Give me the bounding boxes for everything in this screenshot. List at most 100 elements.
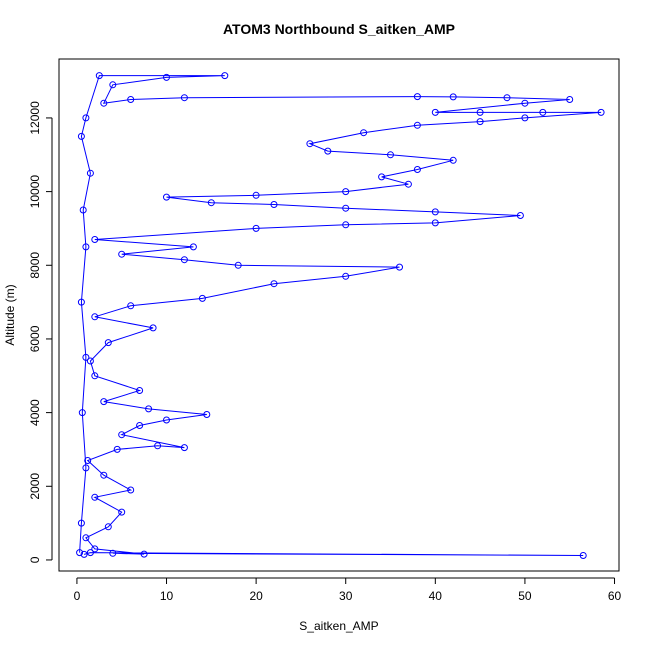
data-point	[163, 193, 170, 201]
data-point	[91, 372, 99, 380]
data-point	[198, 294, 206, 302]
data-point	[234, 261, 242, 269]
x-tick-label: 10	[160, 589, 174, 603]
data-point	[521, 99, 529, 107]
data-point	[86, 549, 94, 557]
data-point	[95, 72, 103, 80]
data-point	[180, 444, 188, 452]
data-point	[77, 519, 85, 527]
data-point	[413, 93, 421, 101]
data-point	[342, 204, 350, 212]
data-point	[154, 442, 162, 450]
plot-frame	[58, 58, 620, 572]
data-point	[180, 256, 188, 264]
series-line	[79, 75, 602, 556]
data-point	[82, 353, 90, 361]
data-point	[404, 180, 412, 188]
y-tick-label: 10000	[28, 175, 42, 209]
data-point	[127, 302, 135, 310]
data-point	[82, 464, 90, 472]
data-point	[597, 108, 605, 116]
data-point	[91, 236, 99, 243]
data-point	[104, 523, 112, 531]
data-point	[91, 493, 99, 501]
y-tick-label: 6000	[28, 325, 42, 352]
y-tick-label: 12000	[28, 101, 42, 135]
data-point	[566, 96, 574, 103]
data-point	[503, 94, 511, 102]
data-point	[91, 545, 99, 553]
data-point	[76, 549, 84, 557]
data-point	[378, 173, 386, 181]
data-point	[413, 166, 421, 173]
data-point	[100, 398, 108, 406]
data-point	[100, 471, 108, 479]
data-point	[342, 188, 350, 196]
data-point	[306, 140, 314, 148]
x-axis: 0 10 20 30 40 50 60	[74, 577, 622, 603]
x-tick-label: 20	[249, 589, 263, 603]
data-point	[476, 108, 484, 116]
data-point	[516, 212, 524, 219]
data-point	[189, 243, 197, 251]
data-point	[579, 552, 587, 559]
data-point	[221, 72, 229, 80]
data-point	[387, 151, 394, 159]
data-point	[79, 206, 87, 214]
data-point	[118, 431, 126, 439]
data-point	[109, 549, 117, 557]
chart-title: ATOM3 Northbound S_aitken_AMP	[223, 21, 455, 37]
x-tick-label: 30	[339, 589, 353, 603]
data-point	[104, 339, 112, 347]
data-point	[476, 118, 484, 126]
data-point	[109, 81, 117, 89]
y-tick-label: 0	[28, 556, 42, 563]
series-group	[76, 72, 605, 559]
data-point	[91, 313, 99, 321]
data-point	[449, 93, 457, 101]
data-point	[118, 250, 126, 258]
data-point	[521, 114, 529, 122]
y-tick-label: 8000	[28, 252, 42, 279]
data-point	[118, 508, 126, 516]
data-point	[180, 94, 188, 102]
data-point	[431, 208, 439, 216]
data-point	[113, 445, 121, 453]
data-point	[77, 298, 85, 306]
data-point	[145, 405, 153, 413]
data-point	[252, 191, 260, 199]
x-tick-label: 50	[518, 589, 532, 603]
data-point	[140, 550, 148, 558]
x-tick-label: 0	[74, 589, 81, 603]
data-point	[449, 156, 457, 164]
data-point	[252, 224, 260, 232]
y-tick-label: 2000	[28, 473, 42, 500]
data-point	[203, 411, 211, 418]
data-point	[431, 108, 439, 116]
data-point	[163, 416, 170, 424]
y-axis: 0 2000 4000 6000 8000 10000 12000	[28, 101, 53, 563]
x-tick-label: 60	[608, 589, 622, 603]
data-point	[342, 221, 350, 229]
data-point	[86, 169, 94, 177]
data-point	[324, 147, 332, 155]
data-point	[78, 409, 86, 417]
data-point	[136, 422, 144, 429]
x-tick-label: 40	[429, 589, 443, 603]
data-point	[413, 121, 421, 129]
data-point	[270, 280, 278, 288]
data-point	[82, 534, 90, 542]
data-point	[82, 114, 90, 122]
data-point	[80, 550, 88, 558]
data-point	[82, 243, 90, 251]
plot-data	[76, 72, 605, 559]
data-point	[77, 132, 85, 140]
y-tick-label: 4000	[28, 399, 42, 426]
data-point	[539, 108, 547, 116]
data-point	[86, 357, 94, 365]
y-axis-label: Altitude (m)	[3, 284, 17, 345]
data-point	[163, 73, 170, 81]
